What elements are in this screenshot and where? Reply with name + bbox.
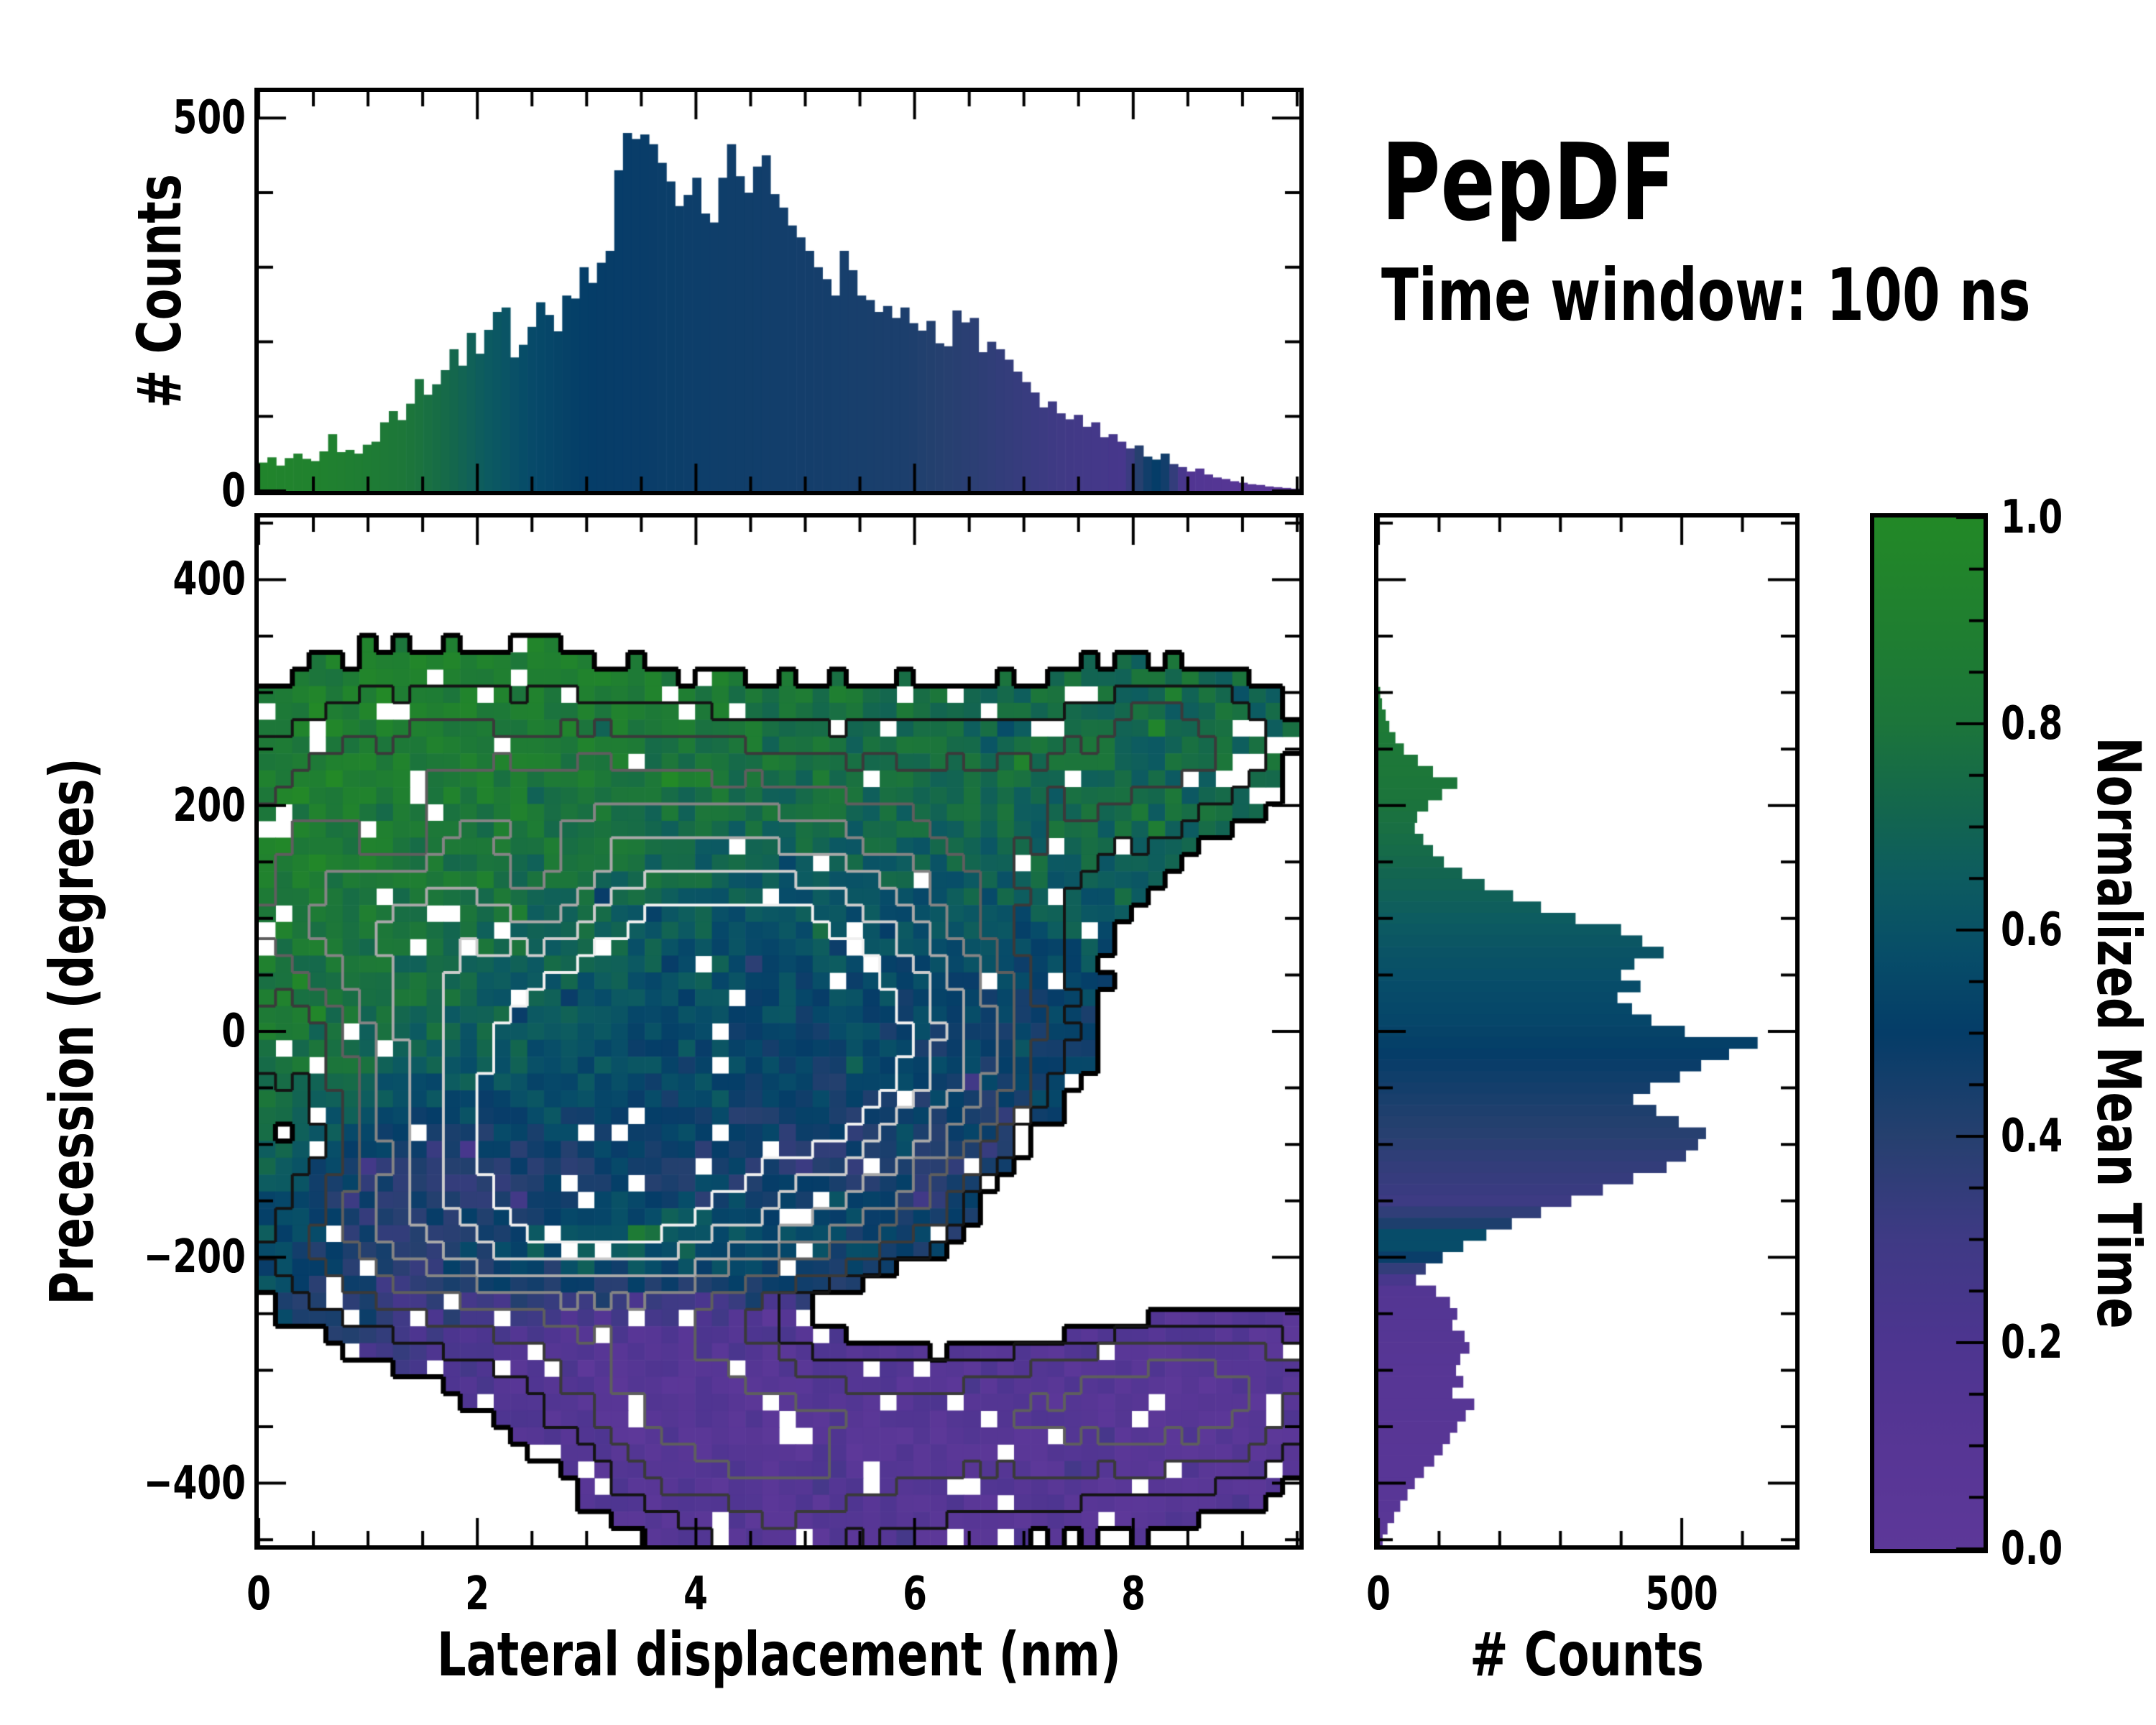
tick-label: 0 (221, 1005, 246, 1058)
tick-label: 2 (465, 1568, 490, 1621)
colorbar-canvas (1874, 518, 1984, 1549)
top-histogram-panel (254, 88, 1304, 495)
tick-label: 0 (221, 464, 246, 518)
main-xlabel: Lateral displacement (nm) (437, 1619, 1121, 1690)
figure-title-text: PepDF (1381, 121, 1676, 244)
figure-title: PepDF (1381, 121, 1769, 244)
tick-label: 0 (247, 1568, 271, 1621)
tick-label: 6 (902, 1568, 927, 1621)
colorbar-tick-label: 0.8 (2001, 697, 2063, 750)
tick-label: 500 (1645, 1568, 1718, 1621)
main-heatmap-canvas (259, 518, 1299, 1545)
tick-label: 200 (172, 778, 246, 832)
colorbar-tick-label: 1.0 (2001, 491, 2063, 544)
main-heatmap-panel (254, 513, 1304, 1550)
colorbar-tick-label: 0.6 (2001, 903, 2063, 957)
top-histogram-ylabel: # Counts (124, 174, 195, 408)
figure-subtitle: Time window: 100 ns (1381, 253, 2156, 337)
main-ylabel: Precession (degrees) (37, 758, 107, 1305)
tick-label: 4 (683, 1568, 709, 1621)
tick-label: −200 (143, 1230, 246, 1284)
tick-label: −400 (143, 1456, 246, 1510)
colorbar-label: Normalized Mean Time (2083, 737, 2154, 1329)
figure-subtitle-text: Time window: 100 ns (1381, 253, 2031, 337)
colorbar-tick-label: 0.2 (2001, 1316, 2063, 1369)
tick-label: 0 (1366, 1568, 1391, 1621)
right-histogram-canvas (1378, 518, 1795, 1545)
colorbar-panel (1870, 513, 1988, 1553)
right-histogram-panel (1374, 513, 1800, 1550)
tick-label: 400 (172, 553, 246, 607)
colorbar-tick-label: 0.0 (2001, 1522, 2063, 1576)
colorbar-tick-label: 0.4 (2001, 1110, 2063, 1163)
top-histogram-canvas (259, 92, 1299, 491)
tick-label: 500 (172, 91, 246, 145)
tick-label: 8 (1120, 1568, 1146, 1621)
right-histogram-xlabel: # Counts (1470, 1619, 1704, 1690)
